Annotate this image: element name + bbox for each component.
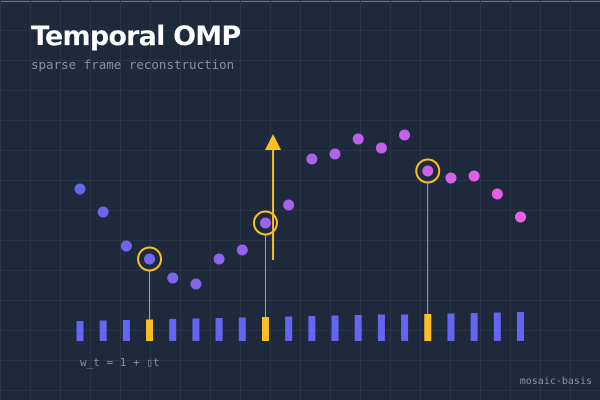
weight-bar	[285, 316, 293, 341]
selected-frame-ring	[252, 210, 278, 236]
signal-point	[167, 272, 179, 284]
signal-point	[399, 129, 411, 141]
weight-bar	[308, 316, 316, 341]
weight-bar	[331, 315, 339, 341]
selected-frame-ring	[415, 158, 441, 184]
signal-point	[329, 148, 341, 160]
weight-bar	[99, 320, 107, 341]
weight-bar	[122, 320, 130, 341]
weight-bar	[401, 314, 409, 341]
weight-bar	[215, 318, 223, 341]
page-title: Temporal OMP	[31, 21, 241, 52]
weight-bar	[192, 318, 200, 341]
weight-bar	[169, 319, 177, 341]
signal-point	[213, 253, 225, 265]
selected-weight-bar	[424, 314, 432, 341]
signal-point	[236, 244, 248, 256]
signal-point	[468, 170, 480, 182]
signal-point	[491, 188, 503, 200]
weight-bar	[238, 317, 246, 341]
signal-point	[306, 153, 318, 165]
page-subtitle: sparse frame reconstruction	[31, 57, 235, 72]
signal-point	[445, 172, 457, 184]
weight-bar	[377, 314, 385, 341]
weight-bar	[354, 315, 362, 341]
signal-point	[120, 240, 132, 252]
weight-formula: w_t = 1 + ▯t	[80, 356, 160, 369]
weight-bar	[470, 313, 478, 341]
weight-bar	[517, 312, 524, 341]
selected-frame-ring	[137, 246, 163, 272]
signal-point	[352, 133, 364, 145]
selected-weight-bar	[146, 319, 154, 341]
selected-weight-bar	[261, 317, 269, 341]
weight-bar	[447, 313, 455, 341]
signal-point	[375, 142, 387, 154]
signal-point	[422, 165, 434, 177]
update-arrow-head	[265, 134, 282, 150]
signal-point	[190, 278, 202, 290]
signal-point	[515, 211, 526, 223]
signal-point	[144, 253, 156, 265]
signal-point	[283, 199, 295, 211]
brand-label: mosaic-basis	[519, 376, 592, 387]
signal-point	[97, 206, 109, 218]
weight-bar	[76, 321, 84, 341]
signal-point	[259, 217, 271, 229]
signal-point	[74, 183, 86, 195]
weight-bar	[493, 312, 501, 341]
